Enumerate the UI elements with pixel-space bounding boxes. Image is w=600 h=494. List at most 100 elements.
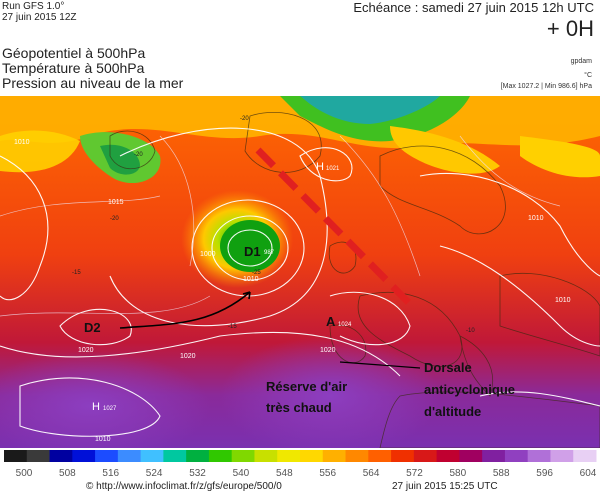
d1-core — [220, 220, 280, 272]
legend-swatch — [4, 450, 28, 462]
legend-swatch — [573, 450, 597, 462]
isobars — [0, 127, 600, 437]
annotation-dorsale-2: anticyclonique — [424, 382, 515, 397]
credit-label: gpdam — [570, 58, 592, 65]
yellow-west-area — [0, 130, 80, 173]
run-label: Run GFS 1.0° — [2, 1, 65, 12]
yellow-scandinavia — [390, 126, 500, 174]
dorsale-axis-line — [255, 147, 415, 309]
legend-swatch — [95, 450, 119, 462]
coastlines — [109, 112, 600, 448]
legend-tick-label: 516 — [102, 468, 119, 479]
isobar-label: 1000 — [200, 251, 216, 258]
legend-tick-label: 588 — [493, 468, 510, 479]
temp-label: -15 — [72, 270, 81, 276]
warm-air-west — [0, 351, 210, 448]
temperature-labels: -20 -20 -15 -20 -25 -15 -10 — [72, 116, 475, 334]
legend-swatches — [4, 450, 597, 462]
a-label: A — [326, 314, 336, 329]
legend-swatch — [413, 450, 438, 462]
isobar-label: 1020 — [320, 347, 336, 354]
title-geopotential: Géopotentiel à 500hPa — [2, 45, 146, 61]
weather-map: 1010 1015 1000 1010 1020 1020 1010 1010 … — [0, 96, 600, 448]
legend-swatch — [300, 450, 324, 462]
yellow-east — [520, 136, 600, 178]
title-pressure: Pression au niveau de la mer — [2, 75, 184, 91]
isobar-label: 1020 — [180, 353, 196, 360]
legend-swatch — [391, 450, 415, 462]
annotations: Réserve d'air très chaud Dorsale anticyc… — [266, 360, 515, 419]
arrow-head — [242, 291, 251, 300]
footer-timestamp: 27 juin 2015 15:25 UTC — [392, 481, 498, 492]
legend-tick-label: 604 — [580, 468, 597, 479]
legend-swatch — [277, 450, 301, 462]
temp-label: -20 — [110, 216, 119, 222]
legend-tick-label: 556 — [319, 468, 336, 479]
legend-swatch — [322, 450, 347, 462]
a-value: 1024 — [338, 322, 352, 328]
isobar-labels: 1010 1015 1000 1010 1020 1020 1010 1010 … — [14, 139, 571, 443]
legend-tick-label: 548 — [276, 468, 293, 479]
legend-tick-label: 564 — [363, 468, 380, 479]
isobar-label: 1010 — [528, 215, 544, 222]
source-url: © http://www.infoclimat.fr/z/gfs/europe/… — [86, 481, 282, 492]
annotation-dorsale-3: d'altitude — [424, 404, 481, 419]
temp-label: -15 — [228, 324, 237, 330]
legend-tick-label: 540 — [233, 468, 250, 479]
isobar-label: 1010 — [95, 436, 111, 443]
legend-swatch — [459, 450, 483, 462]
temp-label: -25 — [252, 270, 261, 276]
annotation-reserve-2: très chaud — [266, 400, 332, 415]
legend-swatch — [140, 450, 164, 462]
legend-swatch — [231, 450, 255, 462]
legend-swatch — [208, 450, 233, 462]
legend-tick-label: 508 — [59, 468, 76, 479]
legend-swatch — [72, 450, 96, 462]
temp-label: -20 — [240, 116, 249, 122]
d2-label: D2 — [84, 320, 101, 335]
isobar-label: 1010 — [14, 139, 30, 146]
echeance-label: Echéance : samedi 27 juin 2015 12h UTC — [353, 0, 594, 15]
warm-air-reserve — [220, 336, 440, 448]
title-temperature: Température à 500hPa — [2, 60, 145, 76]
legend-swatch — [49, 450, 73, 462]
legend-tick-label: 524 — [146, 468, 163, 479]
temp-label: -20 — [134, 152, 143, 158]
legend-swatch — [186, 450, 210, 462]
isobar-label: 1010 — [243, 276, 259, 283]
offset-label: + 0H — [546, 16, 594, 41]
h1-label: H — [316, 161, 324, 173]
h2-value: 1027 — [103, 406, 117, 412]
h2-label: H — [92, 401, 100, 413]
h1-value: 1021 — [326, 166, 340, 172]
legend-swatch — [368, 450, 392, 462]
legend-tick-label: 596 — [536, 468, 553, 479]
unit-label: °C — [584, 72, 592, 79]
isobar-label: 1010 — [555, 297, 571, 304]
temperature-contours — [0, 135, 561, 317]
legend-tick-label: 500 — [16, 468, 33, 479]
teal-north-area — [300, 96, 440, 124]
legend-swatch — [163, 450, 187, 462]
legend-swatch — [550, 450, 574, 462]
run-date: 27 juin 2015 12Z — [2, 12, 77, 23]
isobar-label: 1015 — [108, 199, 124, 206]
legend-swatch — [504, 450, 529, 462]
color-legend: 500 508 516 524 532 540 548 556 564 572 580 588 596 6… — [4, 450, 597, 479]
legend-swatch — [527, 450, 551, 462]
reserve-pointer — [339, 361, 421, 369]
isobar-label: 1020 — [78, 347, 94, 354]
legend-tick-label: 580 — [450, 468, 467, 479]
temp-label: -10 — [466, 328, 475, 334]
legend-swatch — [482, 450, 506, 462]
legend-tick-label: 532 — [189, 468, 206, 479]
max-min-label: [Max 1027.2 | Min 986.6] hPa — [500, 83, 592, 90]
trajectory-arrow — [119, 291, 251, 329]
legend-swatch — [117, 450, 142, 462]
legend-tick-label: 572 — [406, 468, 423, 479]
legend-swatch — [254, 450, 278, 462]
legend-swatch — [345, 450, 369, 462]
legend-ticks: 500 508 516 524 532 540 548 556 564 572 580 588 596 6… — [16, 468, 597, 479]
annotation-reserve-1: Réserve d'air — [266, 379, 347, 394]
d1-label: D1 — [244, 244, 261, 259]
